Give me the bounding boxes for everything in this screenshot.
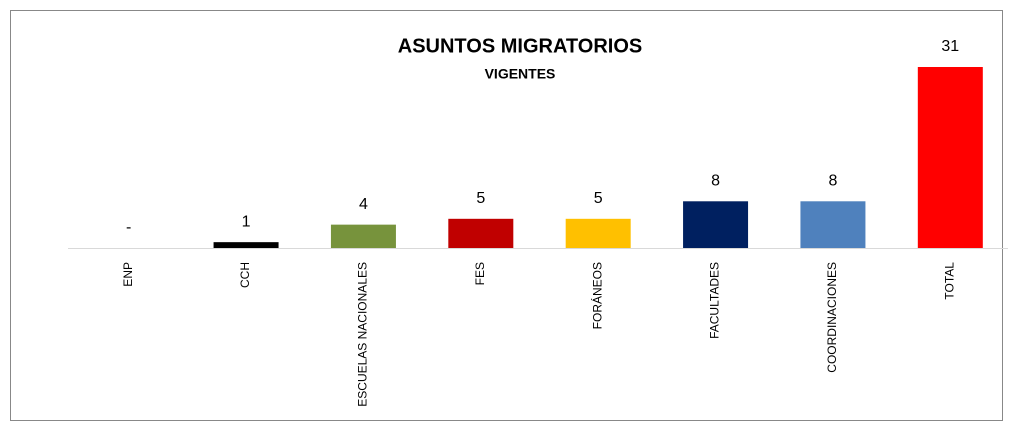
bar <box>213 242 279 248</box>
data-label: 8 <box>711 173 720 190</box>
bar <box>683 201 749 248</box>
x-tick-label: COORDINACIONES <box>825 262 839 373</box>
bar <box>565 218 631 248</box>
data-label: - <box>126 219 131 236</box>
bar <box>330 224 396 248</box>
x-tick-label: FES <box>473 262 487 285</box>
chart-title: ASUNTOS MIGRATORIOS <box>398 35 642 57</box>
x-tick-label: FORÁNEOS <box>589 262 604 329</box>
x-tick-label: ESCUELAS NACIONALES <box>356 262 370 407</box>
bar <box>800 201 866 248</box>
bar <box>917 67 983 248</box>
x-tick-label: TOTAL <box>942 262 956 300</box>
data-label: 31 <box>941 38 959 55</box>
x-tick-label: ENP <box>121 262 135 287</box>
data-label: 5 <box>476 190 485 207</box>
data-label: 4 <box>359 196 368 213</box>
data-label: 1 <box>242 213 251 230</box>
data-label: 8 <box>828 173 837 190</box>
x-tick-label: CCH <box>238 262 252 288</box>
x-tick-label: FACULTADES <box>708 262 722 339</box>
chart-subtitle: VIGENTES <box>485 66 556 82</box>
bar <box>448 218 514 248</box>
data-label: 5 <box>594 190 603 207</box>
